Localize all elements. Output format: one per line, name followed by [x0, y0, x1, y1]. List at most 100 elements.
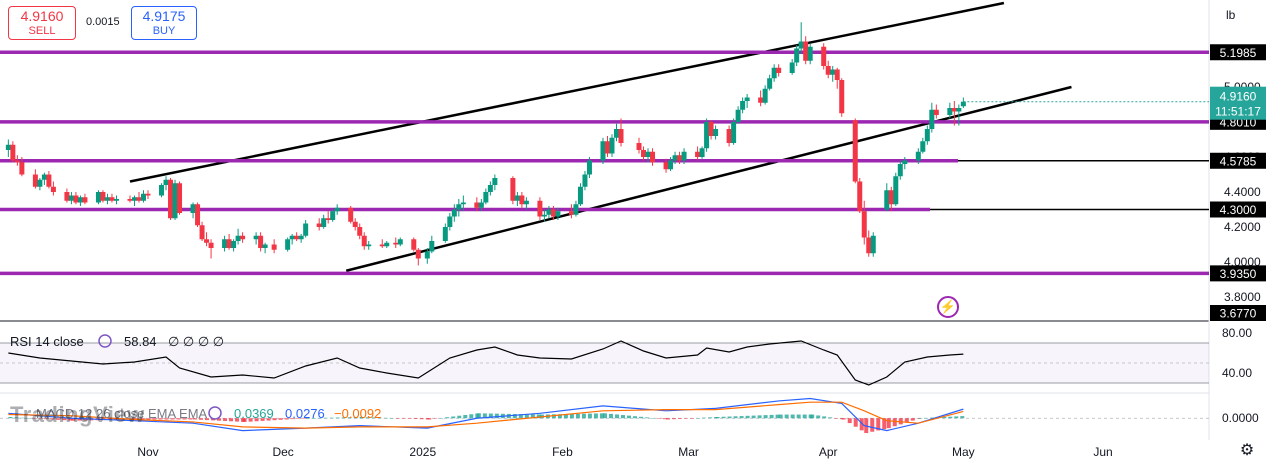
settings-gear-icon[interactable]: ⚙ [1239, 442, 1255, 459]
macd-histogram-bar [347, 417, 352, 419]
candle [77, 195, 83, 206]
macd-histogram-bar [551, 414, 556, 419]
candle [113, 195, 119, 205]
macd-histogram-bar [164, 418, 169, 420]
candle-body [776, 67, 782, 73]
spread-value: 0.0015 [86, 16, 120, 28]
candle-body [460, 202, 466, 205]
macd-histogram-bar [802, 414, 807, 419]
candle [95, 190, 101, 205]
macd-histogram-bar [620, 415, 625, 419]
macd-histogram-bar [763, 415, 768, 419]
candle [68, 192, 74, 205]
candle-body [442, 227, 448, 241]
macd-histogram-bar [377, 417, 382, 419]
candle [231, 239, 237, 252]
candle-body [600, 141, 606, 161]
candle [240, 232, 246, 243]
candle [384, 241, 390, 248]
candle [50, 181, 56, 196]
macd-histogram-bar [32, 418, 37, 419]
candle [285, 237, 291, 252]
macd-histogram-bar [395, 418, 400, 419]
candle [586, 157, 592, 178]
macd-histogram-bar [715, 417, 720, 419]
candle [104, 193, 110, 205]
candle [168, 178, 174, 220]
candle-body [285, 239, 291, 250]
candle-body [226, 239, 232, 248]
macd-histogram-bar [696, 417, 701, 419]
candle [704, 118, 710, 152]
macd-settings-icon[interactable] [208, 406, 222, 420]
macd-histogram-bar [602, 413, 607, 419]
candle [303, 220, 309, 238]
rsi-settings-icon[interactable] [98, 334, 112, 348]
candle-body [758, 97, 764, 103]
lightning-icon[interactable]: ⚡ [937, 296, 959, 318]
candle [159, 183, 165, 198]
candle-body [195, 204, 201, 226]
y-tick-label: 4.4000 [1224, 185, 1261, 199]
candle-body [555, 211, 561, 217]
candle-body [483, 192, 489, 203]
candle [442, 223, 448, 243]
candle [100, 190, 106, 203]
candle [604, 136, 610, 157]
candle-body [645, 151, 651, 157]
macd-histogram-bar [26, 418, 31, 419]
candle-body [10, 144, 16, 161]
candle [361, 232, 367, 250]
macd-histogram-bar [407, 418, 412, 419]
candle-body [82, 197, 88, 203]
candle-body [127, 199, 133, 201]
candle-body [798, 41, 804, 49]
candle-body [902, 160, 908, 164]
candle-body [794, 48, 800, 63]
candle [258, 232, 264, 252]
buy-label: BUY [152, 25, 176, 37]
candle [929, 102, 935, 133]
candle [866, 230, 872, 257]
sell-button[interactable]: 4.9160 SELL [8, 6, 76, 40]
candle [73, 192, 79, 205]
macd-histogram-bar [784, 414, 789, 419]
candle-body [577, 186, 583, 205]
candle-body [5, 144, 11, 150]
candle [64, 188, 70, 203]
macd-histogram-bar [488, 413, 493, 419]
candle [163, 176, 169, 191]
candle [510, 176, 516, 205]
candle-body [289, 235, 295, 240]
candle-body [361, 235, 367, 247]
candle-body [478, 202, 484, 208]
candle-body [789, 62, 795, 73]
candle-body [474, 202, 480, 208]
x-tick-label: Dec [272, 445, 293, 459]
candle-body [803, 41, 809, 61]
candle [523, 197, 529, 210]
candle-body [767, 78, 773, 89]
candle [699, 146, 705, 159]
candle [298, 234, 304, 243]
badge-background [1210, 152, 1266, 169]
candle [794, 45, 800, 66]
macd-histogram-bar [876, 418, 881, 431]
macd-histogram-bar [599, 413, 604, 419]
macd-histogram-bar [235, 418, 240, 422]
level-price-badge: 3.6770 [1210, 305, 1266, 321]
candle-body [298, 235, 304, 240]
buy-button[interactable]: 4.9175 BUY [131, 6, 197, 40]
macd-histogram-bar [954, 416, 959, 419]
candle-body [523, 200, 529, 205]
macd-histogram-bar [445, 417, 450, 419]
macd-histogram-bar [278, 418, 283, 420]
y-tick-label: 4.2000 [1224, 220, 1261, 234]
candle [429, 235, 435, 254]
candle-body [870, 235, 876, 254]
macd-histogram-bar [341, 417, 346, 419]
candle [744, 94, 750, 108]
macd-histogram-bar [841, 418, 846, 420]
macd-histogram-bar [371, 417, 376, 419]
